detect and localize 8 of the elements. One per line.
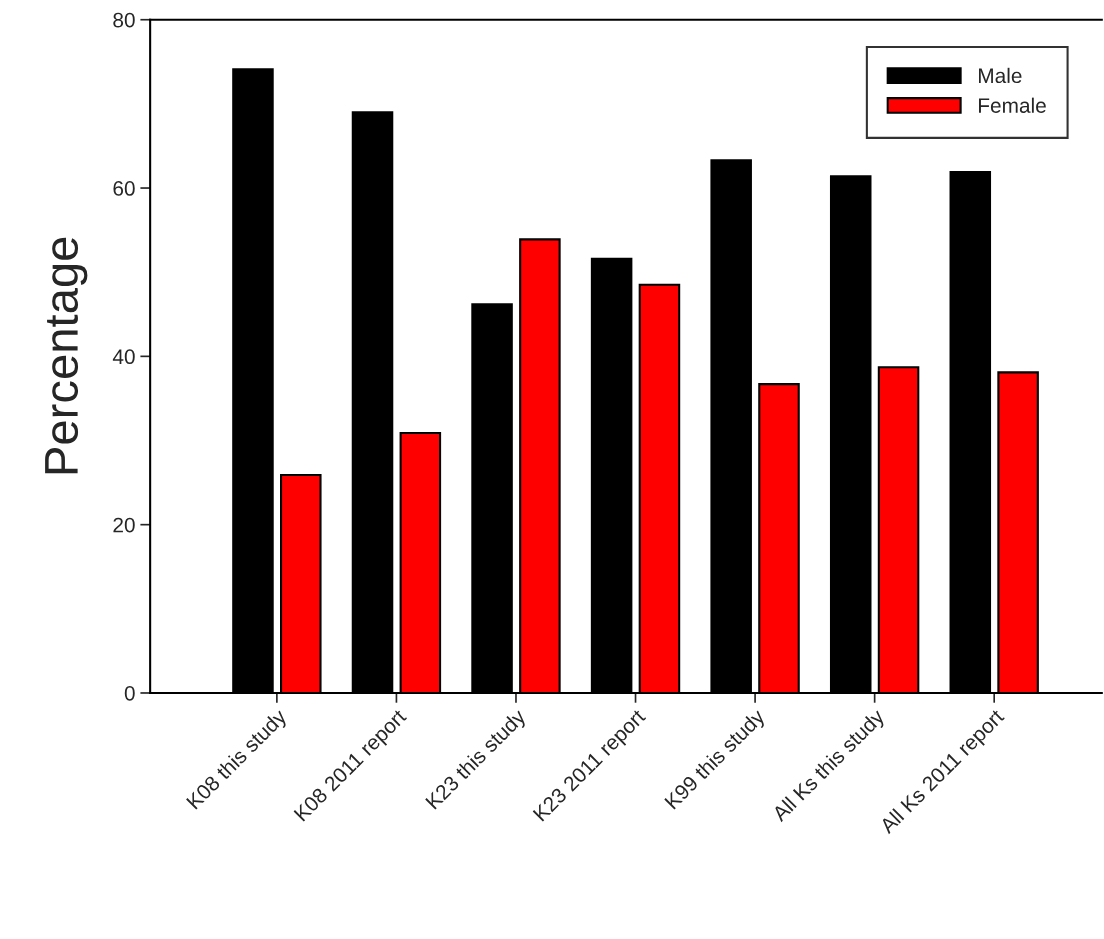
- y-tick-label: 20: [113, 517, 135, 533]
- y-tick-label: 40: [112, 349, 135, 365]
- legend-label: Female: [979, 97, 1046, 113]
- y-tick-label: 80: [113, 12, 135, 28]
- legend-label: Male: [979, 67, 1022, 84]
- y-tick-label: 60: [113, 181, 135, 196]
- y-tick-label: 0: [124, 685, 135, 701]
- y-axis-title: Percentage: [45, 237, 88, 474]
